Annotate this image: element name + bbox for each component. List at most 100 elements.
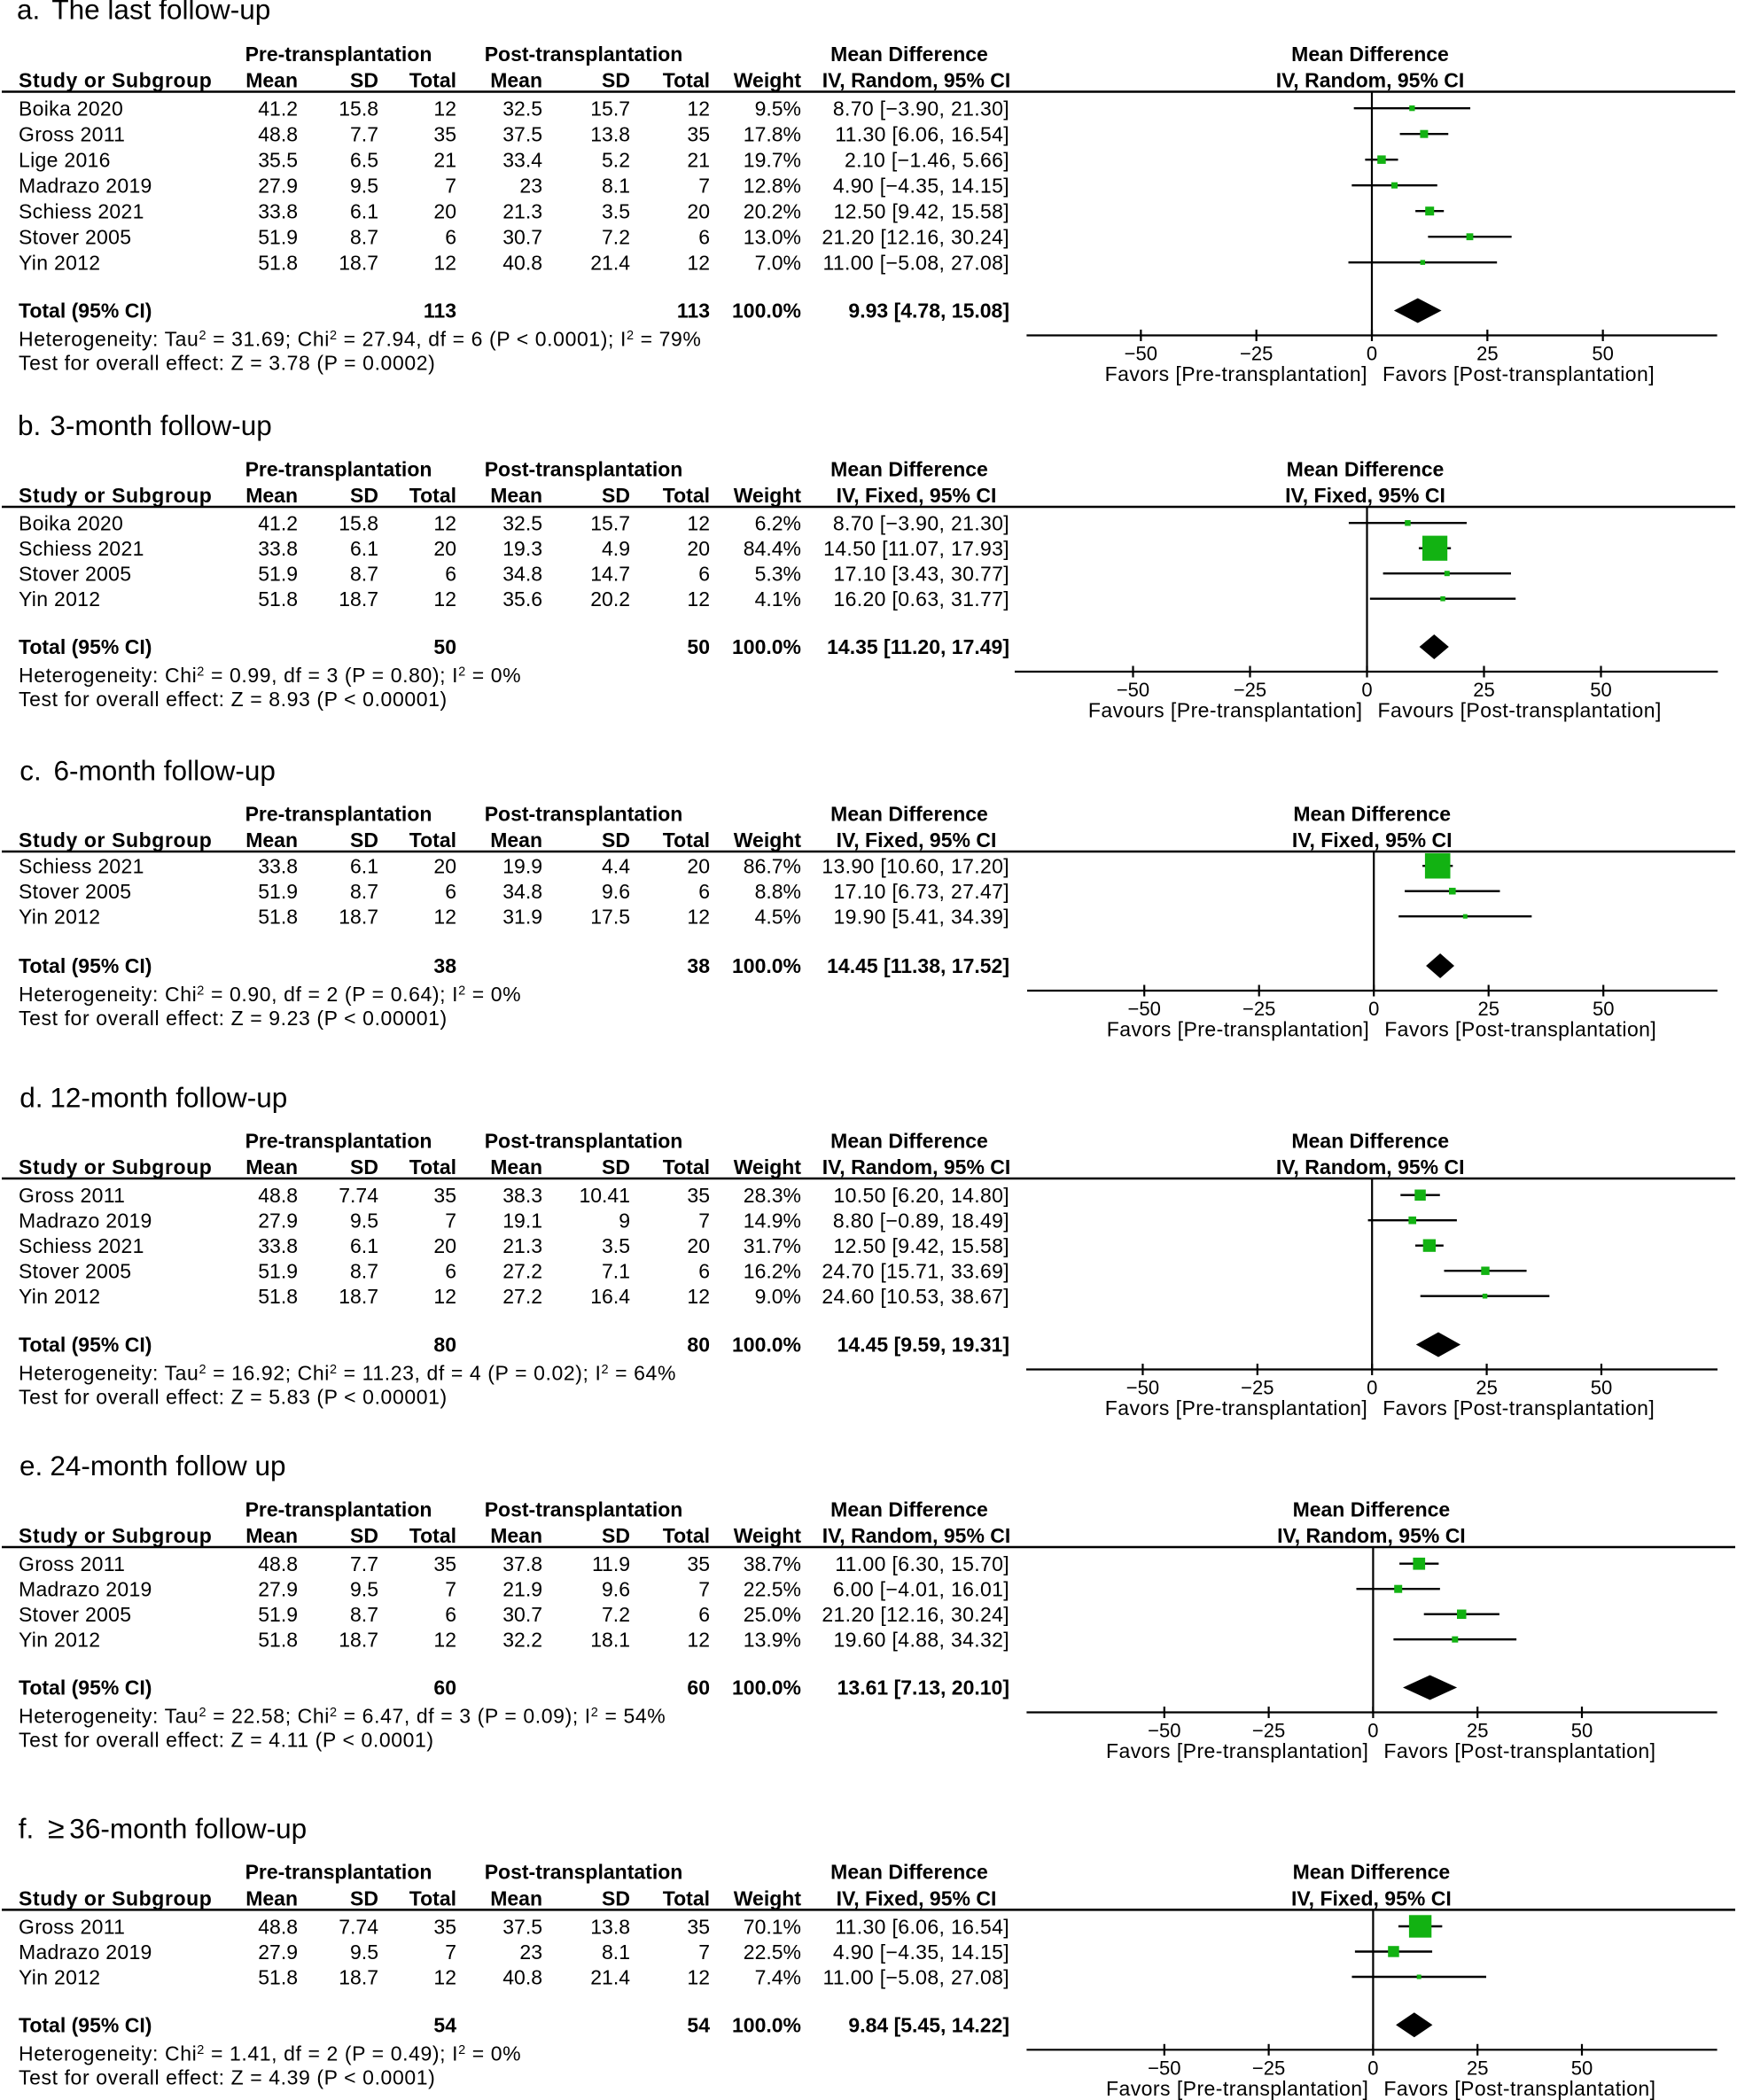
svg-text:25: 25 [1467, 1720, 1488, 1742]
svg-text:9.5: 9.5 [350, 1941, 378, 1964]
svg-text:Mean: Mean [245, 484, 298, 507]
svg-text:7.74: 7.74 [339, 1915, 378, 1938]
svg-text:Yin 2012: Yin 2012 [19, 1629, 100, 1652]
svg-text:Total: Total [409, 828, 456, 852]
svg-text:Gross 2011: Gross 2011 [19, 1915, 125, 1938]
svg-text:6: 6 [698, 226, 710, 249]
svg-text:8.7: 8.7 [350, 880, 378, 903]
svg-text:Test for overall effect: Z = 8: Test for overall effect: Z = 8.93 (P < 0… [19, 688, 448, 711]
svg-text:20.2%: 20.2% [744, 200, 801, 223]
svg-text:21: 21 [433, 149, 456, 172]
svg-text:28.3%: 28.3% [744, 1184, 801, 1207]
svg-text:e.: e. [19, 1450, 43, 1482]
svg-text:7.4%: 7.4% [755, 1965, 801, 1988]
svg-text:8.1: 8.1 [602, 1941, 630, 1964]
svg-text:48.8: 48.8 [258, 1184, 298, 1207]
svg-text:8.70 [−3.90, 21.30]: 8.70 [−3.90, 21.30] [833, 97, 1009, 121]
svg-text:34.8: 34.8 [502, 880, 542, 903]
svg-text:Lige 2016: Lige 2016 [19, 149, 111, 172]
svg-text:Yin 2012: Yin 2012 [19, 906, 100, 929]
svg-text:Madrazo 2019: Madrazo 2019 [19, 175, 152, 198]
svg-text:SD: SD [350, 484, 378, 507]
svg-text:113: 113 [677, 299, 710, 323]
svg-text:Madrazo 2019: Madrazo 2019 [19, 1578, 152, 1601]
svg-text:7.2: 7.2 [602, 226, 630, 249]
svg-text:Yin 2012: Yin 2012 [19, 1285, 100, 1308]
svg-text:18.1: 18.1 [590, 1629, 630, 1652]
svg-text:Favors [Post-transplantation]: Favors [Post-transplantation] [1383, 1739, 1655, 1762]
svg-text:35.6: 35.6 [502, 587, 542, 611]
svg-text:Mean: Mean [490, 484, 542, 507]
svg-text:Boika 2020: Boika 2020 [19, 97, 123, 121]
svg-text:19.60 [4.88, 34.32]: 19.60 [4.88, 34.32] [834, 1629, 1009, 1652]
svg-text:Post-transplantation: Post-transplantation [485, 1497, 683, 1521]
svg-text:13.9%: 13.9% [744, 1629, 801, 1652]
svg-text:Post-transplantation: Post-transplantation [485, 43, 683, 66]
svg-text:Total (95% CI): Total (95% CI) [19, 1334, 152, 1357]
svg-text:20: 20 [433, 855, 456, 878]
svg-text:Stover 2005: Stover 2005 [19, 880, 131, 903]
svg-text:11.30 [6.06, 16.54]: 11.30 [6.06, 16.54] [835, 123, 1009, 146]
svg-text:15.8: 15.8 [339, 512, 378, 535]
svg-text:IV, Fixed, 95% CI: IV, Fixed, 95% CI [1291, 1886, 1452, 1909]
svg-text:Mean: Mean [490, 1155, 542, 1178]
svg-text:Test for overall effect: Z = 5: Test for overall effect: Z = 5.83 (P < 0… [19, 1386, 448, 1409]
svg-text:Madrazo 2019: Madrazo 2019 [19, 1941, 152, 1964]
svg-text:38: 38 [433, 954, 456, 977]
svg-text:19.9: 19.9 [502, 855, 542, 878]
svg-text:35.5: 35.5 [258, 149, 298, 172]
svg-text:8.7: 8.7 [350, 226, 378, 249]
svg-text:23: 23 [519, 175, 542, 198]
svg-text:33.8: 33.8 [258, 855, 298, 878]
svg-text:70.1%: 70.1% [744, 1915, 801, 1938]
svg-text:19.90 [5.41, 34.39]: 19.90 [5.41, 34.39] [834, 906, 1009, 929]
svg-text:4.90 [−4.35, 14.15]: 4.90 [−4.35, 14.15] [833, 175, 1009, 198]
svg-text:31.7%: 31.7% [744, 1234, 801, 1257]
svg-text:24.60 [10.53, 38.67]: 24.60 [10.53, 38.67] [822, 1285, 1009, 1308]
svg-text:37.5: 37.5 [502, 1915, 542, 1938]
svg-text:Mean Difference: Mean Difference [830, 1129, 988, 1152]
svg-text:32.2: 32.2 [502, 1629, 542, 1652]
svg-text:−50: −50 [1117, 679, 1149, 701]
svg-text:Yin 2012: Yin 2012 [19, 252, 100, 275]
svg-text:Mean Difference: Mean Difference [1293, 1497, 1451, 1521]
svg-text:34.8: 34.8 [502, 563, 542, 586]
svg-text:12: 12 [433, 252, 456, 275]
svg-text:SD: SD [602, 828, 630, 852]
svg-text:24.70 [15.71, 33.69]: 24.70 [15.71, 33.69] [822, 1260, 1009, 1283]
svg-text:Mean: Mean [245, 1524, 298, 1547]
svg-text:20: 20 [687, 537, 710, 560]
svg-text:Yin 2012: Yin 2012 [19, 1965, 100, 1988]
svg-text:Total: Total [409, 69, 456, 92]
svg-text:SD: SD [602, 484, 630, 507]
svg-text:40.8: 40.8 [502, 1965, 542, 1988]
svg-text:Total: Total [663, 484, 710, 507]
svg-text:21.4: 21.4 [590, 252, 630, 275]
svg-text:Favors [Post-transplantation]: Favors [Post-transplantation] [1384, 1018, 1656, 1041]
svg-text:7: 7 [698, 1578, 710, 1601]
svg-text:−25: −25 [1234, 679, 1266, 701]
svg-text:100.0%: 100.0% [732, 2013, 801, 2036]
svg-text:SD: SD [350, 828, 378, 852]
svg-text:12: 12 [433, 1629, 456, 1652]
svg-text:21.20 [12.16, 30.24]: 21.20 [12.16, 30.24] [822, 226, 1009, 249]
svg-text:Weight: Weight [734, 828, 802, 852]
svg-text:Test for overall effect: Z = 9: Test for overall effect: Z = 9.23 (P < 0… [19, 1007, 448, 1030]
svg-text:50: 50 [1571, 1720, 1593, 1742]
svg-text:18.7: 18.7 [339, 906, 378, 929]
svg-text:7.74: 7.74 [339, 1184, 378, 1207]
svg-text:Total (95% CI): Total (95% CI) [19, 299, 152, 323]
svg-text:21.9: 21.9 [502, 1578, 542, 1601]
svg-text:50: 50 [1592, 343, 1613, 365]
svg-text:9.93 [4.78, 15.08]: 9.93 [4.78, 15.08] [848, 299, 1009, 323]
svg-text:35: 35 [433, 1915, 456, 1938]
svg-text:36-month follow-up: 36-month follow-up [69, 1813, 307, 1845]
svg-text:13.8: 13.8 [590, 1915, 630, 1938]
svg-text:37.5: 37.5 [502, 123, 542, 146]
svg-text:Favors [Post-transplantation]: Favors [Post-transplantation] [1383, 2077, 1655, 2100]
svg-text:Study or Subgroup: Study or Subgroup [19, 1155, 212, 1178]
svg-text:18.7: 18.7 [339, 1285, 378, 1308]
svg-text:−50: −50 [1128, 998, 1161, 1020]
svg-text:50: 50 [1590, 679, 1611, 701]
svg-text:12-month follow-up: 12-month follow-up [50, 1082, 287, 1114]
